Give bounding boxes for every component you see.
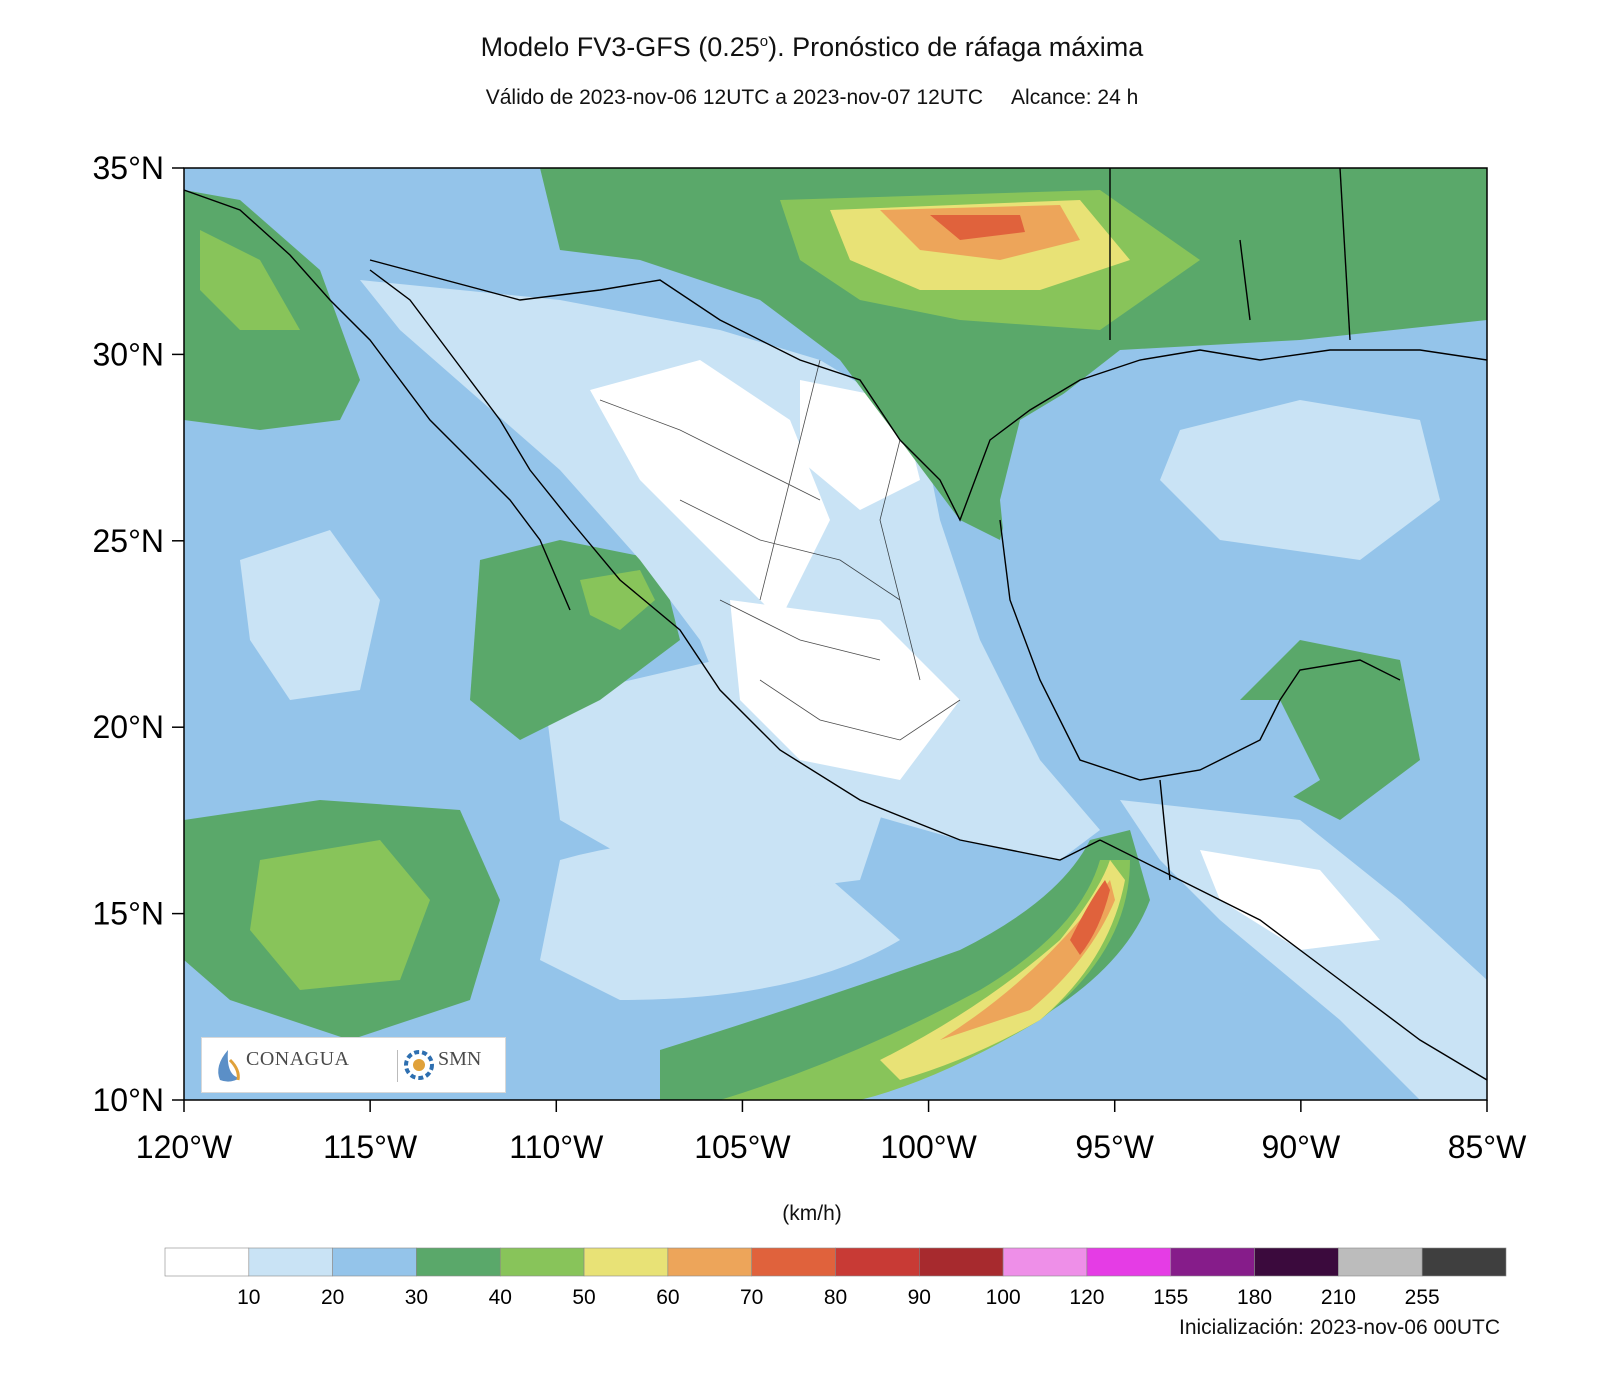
colorbar-label: 60: [656, 1286, 679, 1309]
colorbar-label: 210: [1321, 1286, 1356, 1309]
colorbar-bin: [1002, 1247, 1088, 1277]
colorbar-label: 155: [1153, 1286, 1188, 1309]
lat-tick-label: 35°N: [93, 150, 165, 186]
state-borders: [599, 359, 961, 741]
colorbar-bin: [416, 1247, 501, 1277]
colorbar-label: 40: [489, 1286, 512, 1309]
colorbar-bin: [248, 1247, 333, 1277]
colorbar-label: 90: [908, 1286, 931, 1309]
colorbar-bin: [835, 1247, 920, 1277]
colorbar-bin: [583, 1247, 669, 1277]
latitude-axis: 35°N 30°N 25°N 20°N 15°N 10°N: [93, 150, 184, 1118]
colorbar-label: 10: [237, 1286, 260, 1309]
lon-tick-label: 110°W: [509, 1129, 604, 1165]
map-subtitle: Válido de 2023-nov-06 12UTC a 2023-nov-0…: [0, 86, 1624, 110]
colorbar: 10 20 30 40 50 60 70 80 90 100 120 155 180 210 255: [164, 1247, 1507, 1309]
colorbar-label: 255: [1405, 1286, 1440, 1309]
colorbar-bin: [667, 1247, 752, 1277]
lon-tick-label: 85°W: [1448, 1129, 1527, 1165]
plot-frame: [183, 167, 1488, 1101]
initialization-time: Inicialización: 2023-nov-06 00UTC: [1179, 1316, 1500, 1339]
longitude-axis: 120°W 115°W 110°W 105°W 100°W 95°W 90°W 85°W: [136, 1100, 1527, 1165]
colorbar-label: 80: [824, 1286, 847, 1309]
smn-logo: SMN: [438, 1048, 482, 1070]
colorbar-label: 30: [405, 1286, 428, 1309]
lat-tick-label: 20°N: [93, 709, 165, 745]
colorbar-label: 20: [321, 1286, 344, 1309]
colorbar-bin: [1254, 1247, 1339, 1277]
lon-tick-label: 115°W: [323, 1129, 418, 1165]
colorbar-bin: [919, 1247, 1004, 1277]
conagua-logo: CONAGUA: [246, 1048, 350, 1070]
colorbar-bin: [1086, 1247, 1172, 1277]
valid-period: Válido de 2023-nov-06 12UTC a 2023-nov-0…: [485, 86, 984, 109]
lon-tick-label: 100°W: [880, 1129, 977, 1165]
colorbar-label: 100: [986, 1286, 1021, 1309]
colorbar-label: 70: [740, 1286, 763, 1309]
colorbar-bin: [1421, 1247, 1507, 1277]
lon-tick-label: 95°W: [1075, 1129, 1154, 1165]
gust-field: [184, 168, 1487, 1100]
lat-tick-label: 30°N: [93, 336, 165, 372]
lat-tick-label: 10°N: [93, 1082, 165, 1118]
colorbar-label: 120: [1069, 1286, 1104, 1309]
colorbar-unit: (km/h): [782, 1202, 842, 1225]
lon-tick-label: 90°W: [1262, 1129, 1341, 1165]
lon-tick-label: 120°W: [136, 1129, 233, 1165]
forecast-range: Alcance: 24 h: [1011, 86, 1139, 109]
smn-logo-icon: [404, 1050, 434, 1080]
colorbar-bin: [164, 1247, 250, 1277]
conagua-logo-icon: [218, 1050, 240, 1082]
colorbar-label: 180: [1237, 1286, 1272, 1309]
colorbar-label: 50: [572, 1286, 595, 1309]
colorbar-bin: [1170, 1247, 1255, 1277]
lon-tick-label: 105°W: [694, 1129, 791, 1165]
logo-separator: [397, 1050, 398, 1082]
colorbar-bin: [499, 1247, 585, 1277]
map-title: Modelo FV3-GFS (0.25o). Pronóstico de rá…: [480, 32, 1144, 62]
coastlines-borders: [184, 168, 1487, 1081]
colorbar-bin: [751, 1247, 836, 1277]
lat-tick-label: 25°N: [93, 523, 165, 559]
lat-tick-label: 15°N: [93, 896, 165, 932]
colorbar-bin: [1338, 1247, 1423, 1277]
institution-logos: CONAGUA SMN: [201, 1037, 506, 1093]
colorbar-bin: [332, 1247, 417, 1277]
